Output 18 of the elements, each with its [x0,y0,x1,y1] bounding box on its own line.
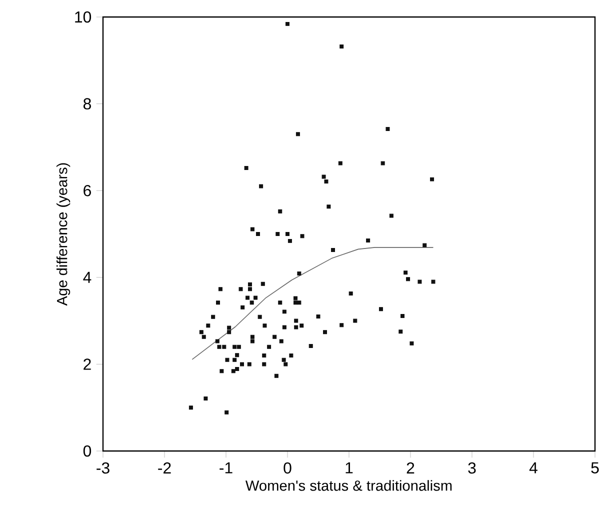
x-tick-label: 5 [591,462,599,474]
x-tick-label: 4 [529,462,538,474]
x-tick-label: -1 [220,462,232,474]
x-axis-title: Women's status & traditionalism [245,480,452,491]
y-tick-label: 8 [83,98,91,110]
x-tick-label: -2 [158,462,171,474]
y-tick-label: 10 [75,11,92,23]
x-tick-label: 0 [284,462,292,474]
y-tick-label: 2 [84,358,91,370]
y-axis-title: Age difference (years) [56,163,70,306]
line-series [192,247,434,360]
x-tick-label: 1 [346,462,353,474]
y-tick-label: 0 [83,445,92,457]
x-tick-label: -3 [96,462,110,474]
x-tick-label: 2 [406,462,414,474]
y-tick-label: 4 [83,272,92,283]
y-tick-label: 6 [84,184,91,196]
x-tick-label: 3 [468,462,476,474]
